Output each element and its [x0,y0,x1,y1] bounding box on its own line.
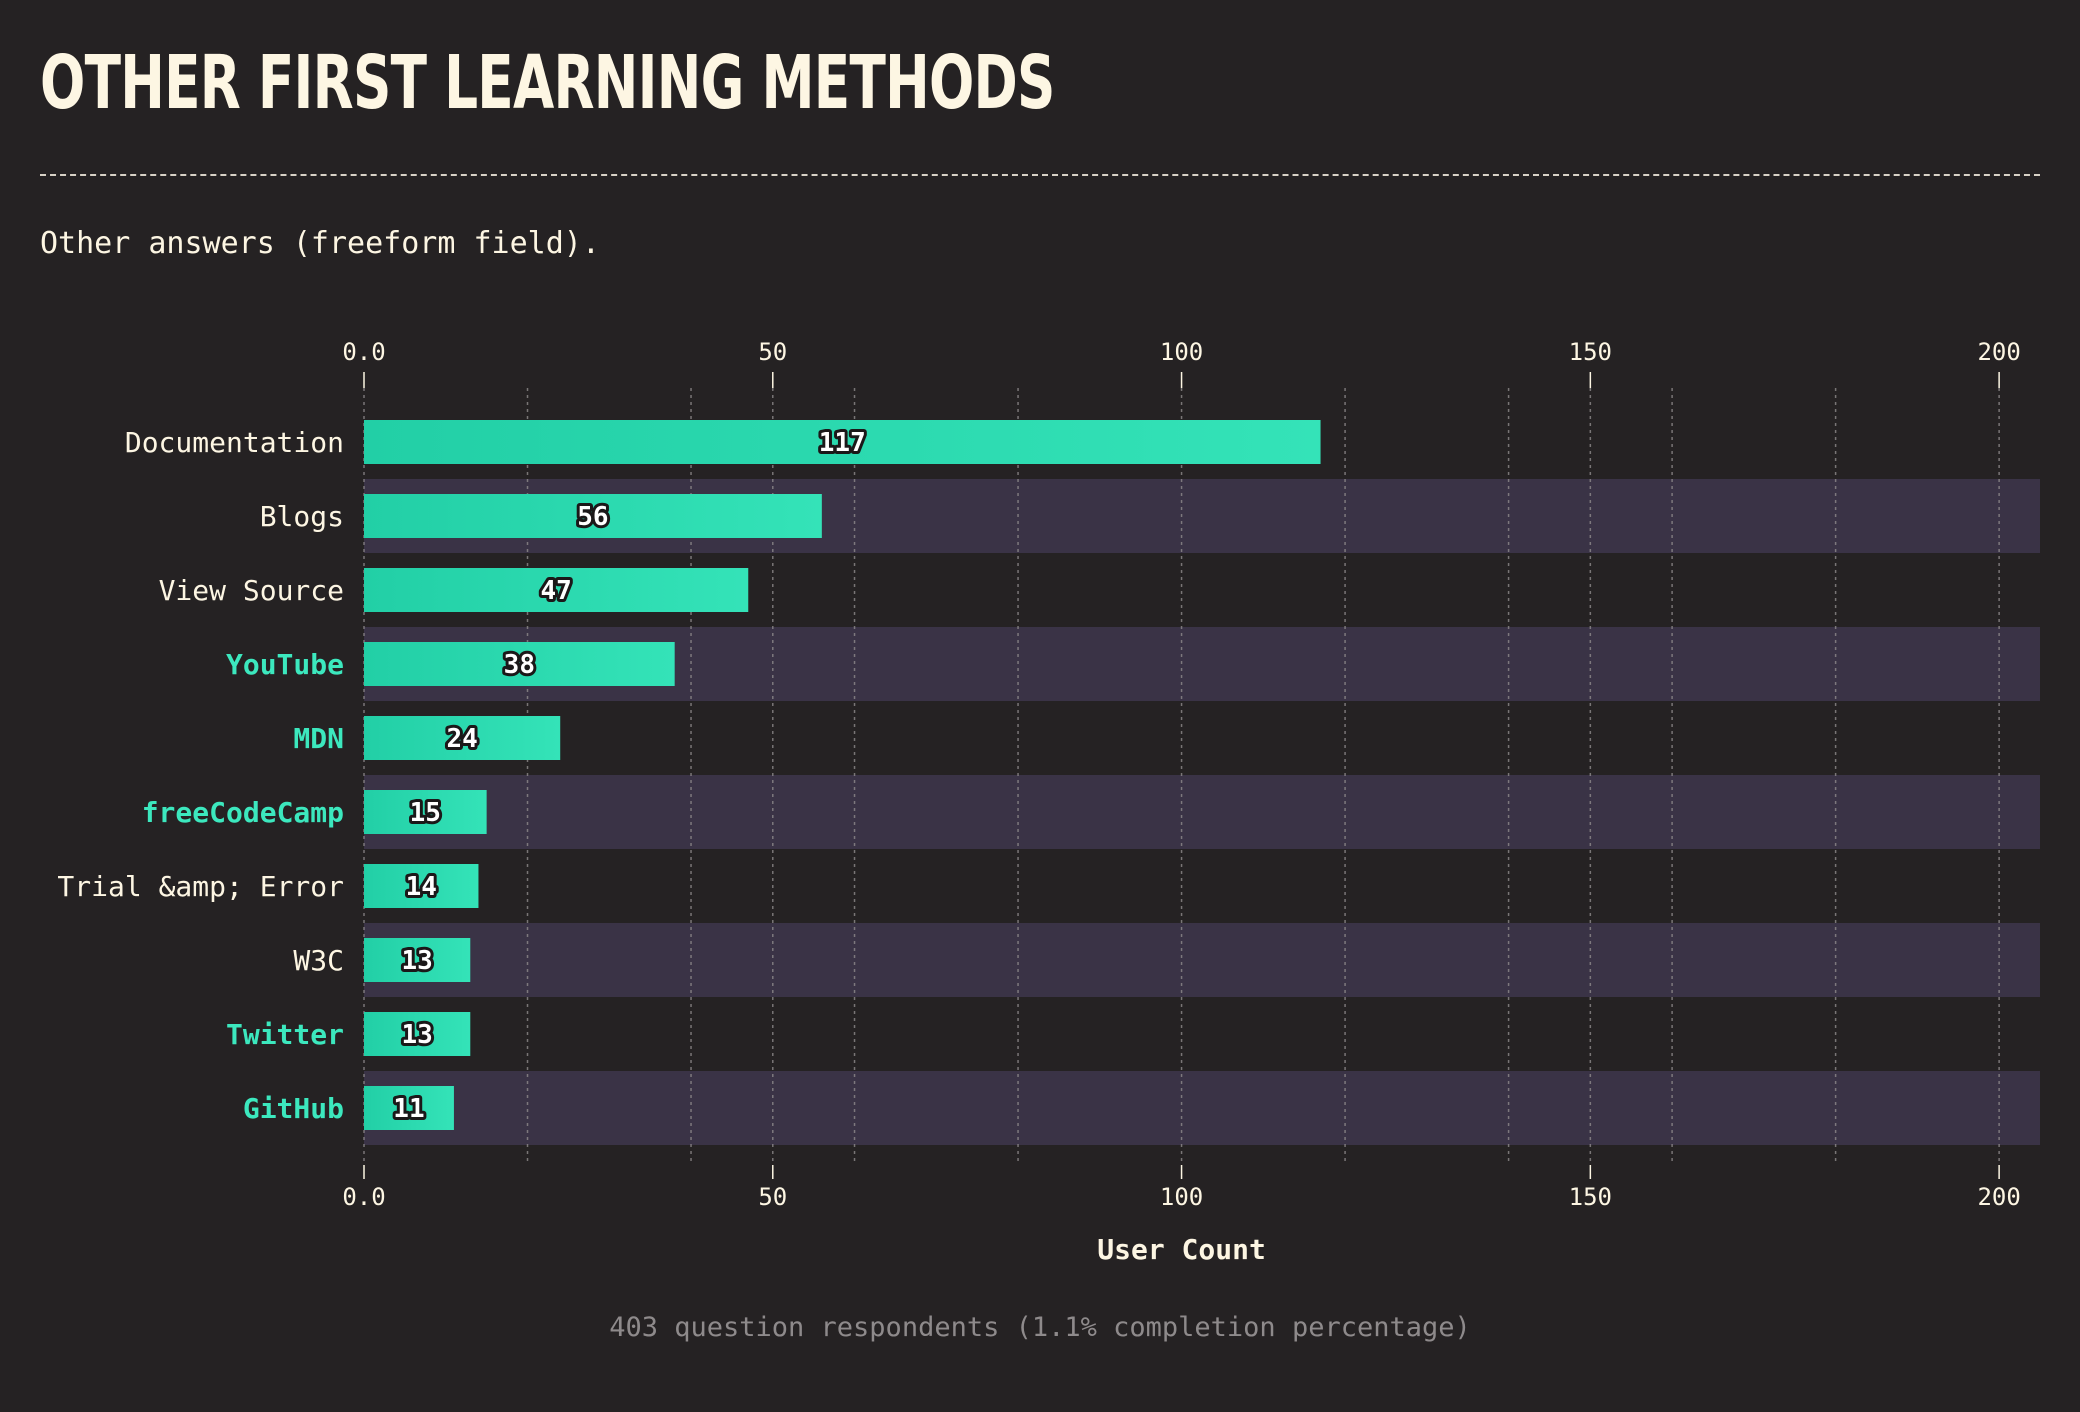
value-label: 38 [504,650,535,680]
category-label: Blogs [260,500,344,533]
value-label: 11 [393,1094,424,1124]
respondents-note: 403 question respondents (1.1% completio… [609,1312,1471,1343]
category-label: Twitter [226,1018,344,1051]
chart-title: OTHER FIRST LEARNING METHODS [40,40,1055,126]
bar [364,864,479,908]
category-labels: Documentation Blogs View Source YouTube MDN f… [57,426,344,1125]
category-label: View Source [159,574,344,607]
bar [364,716,561,760]
x-tick-label: 50 [758,338,787,366]
x-axis-bottom: 0.0 50 100 150 200 [342,1165,2021,1211]
value-label: 13 [401,1020,432,1050]
value-label: 13 [401,946,432,976]
bar [364,938,471,982]
x-axis-title: User Count [1097,1233,1266,1266]
x-tick-label: 100 [1160,1183,1203,1211]
x-tick-label: 0.0 [342,338,385,366]
bar [364,790,487,834]
bar [364,568,749,612]
value-label: 117 [819,428,866,458]
x-tick-label: 100 [1160,338,1203,366]
bar [364,1086,454,1130]
value-label: 47 [540,576,571,606]
x-tick-label: 200 [1977,338,2020,366]
x-tick-label: 150 [1569,338,1612,366]
bars [364,420,1321,1130]
category-label: MDN [293,722,344,755]
title-divider [40,174,2040,176]
value-label: 15 [410,798,441,828]
category-label: freeCodeCamp [142,796,344,829]
x-tick-label: 50 [758,1183,787,1211]
value-label: 56 [577,502,608,532]
bar-chart: 0.0 50 100 150 200 0.0 50 100 150 200 Documentat… [57,338,2040,1266]
chart-subtitle: Other answers (freeform field). [40,226,600,261]
category-label: GitHub [243,1092,344,1125]
bar [364,420,1321,464]
value-label: 24 [446,724,477,754]
bar [364,642,675,686]
row-bands [364,479,2040,1145]
bar [364,1012,471,1056]
category-label: W3C [293,944,344,977]
row-band [364,775,2040,849]
x-tick-label: 0.0 [342,1183,385,1211]
value-label: 14 [406,872,437,902]
row-band [364,923,2040,997]
x-axis-top: 0.0 50 100 150 200 [342,338,2021,388]
bar [364,494,822,538]
category-label: Trial &amp; Error [57,870,344,903]
x-tick-label: 200 [1977,1183,2020,1211]
value-labels: 117 56 47 38 24 15 14 13 13 11 [390,425,868,1127]
category-label: Documentation [125,426,344,459]
row-band [364,1071,2040,1145]
x-tick-label: 150 [1569,1183,1612,1211]
category-label: YouTube [226,648,344,681]
